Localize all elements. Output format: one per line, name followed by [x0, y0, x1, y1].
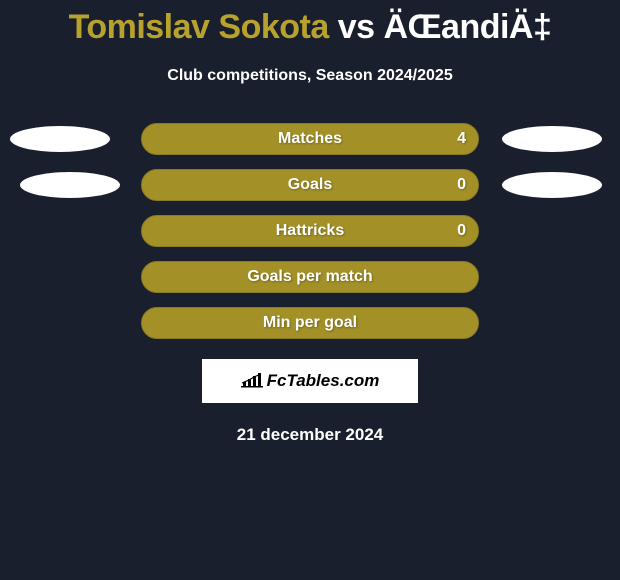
player2-name: ÄŒandiÄ‡ [383, 8, 551, 46]
stat-label: Goals per match [247, 268, 372, 286]
logo-content: FcTables.com [241, 371, 380, 391]
stat-value: 0 [457, 222, 466, 240]
avatar-left-placeholder [20, 172, 120, 198]
chart-icon [241, 372, 263, 390]
stat-label: Matches [278, 130, 342, 148]
comparison-title: Tomislav Sokota vs ÄŒandiÄ‡ [0, 8, 620, 47]
stats-container: Matches 4 Goals 0 Hattricks 0 Goals per … [0, 123, 620, 339]
stat-row-matches: Matches 4 [0, 123, 620, 155]
avatar-left-placeholder [10, 126, 110, 152]
logo-box: FcTables.com [202, 359, 418, 403]
stat-value: 0 [457, 176, 466, 194]
header: Tomislav Sokota vs ÄŒandiÄ‡ Club competi… [0, 0, 620, 85]
stat-label: Hattricks [276, 222, 344, 240]
stat-bar: Min per goal [141, 307, 479, 339]
vs-text: vs [338, 8, 375, 46]
stat-row-goals: Goals 0 [0, 169, 620, 201]
stat-label: Goals [288, 176, 332, 194]
stat-label: Min per goal [263, 314, 357, 332]
stat-bar: Goals per match [141, 261, 479, 293]
stat-row-hattricks: Hattricks 0 [0, 215, 620, 247]
stat-bar: Matches 4 [141, 123, 479, 155]
avatar-right-placeholder [502, 126, 602, 152]
stat-bar: Goals 0 [141, 169, 479, 201]
stat-value: 4 [457, 130, 466, 148]
stat-row-goals-per-match: Goals per match [0, 261, 620, 293]
date-text: 21 december 2024 [0, 425, 620, 445]
logo-text: FcTables.com [267, 371, 380, 391]
subtitle: Club competitions, Season 2024/2025 [0, 67, 620, 85]
avatar-right-placeholder [502, 172, 602, 198]
stat-row-min-per-goal: Min per goal [0, 307, 620, 339]
player1-name: Tomislav Sokota [69, 8, 329, 46]
stat-bar: Hattricks 0 [141, 215, 479, 247]
